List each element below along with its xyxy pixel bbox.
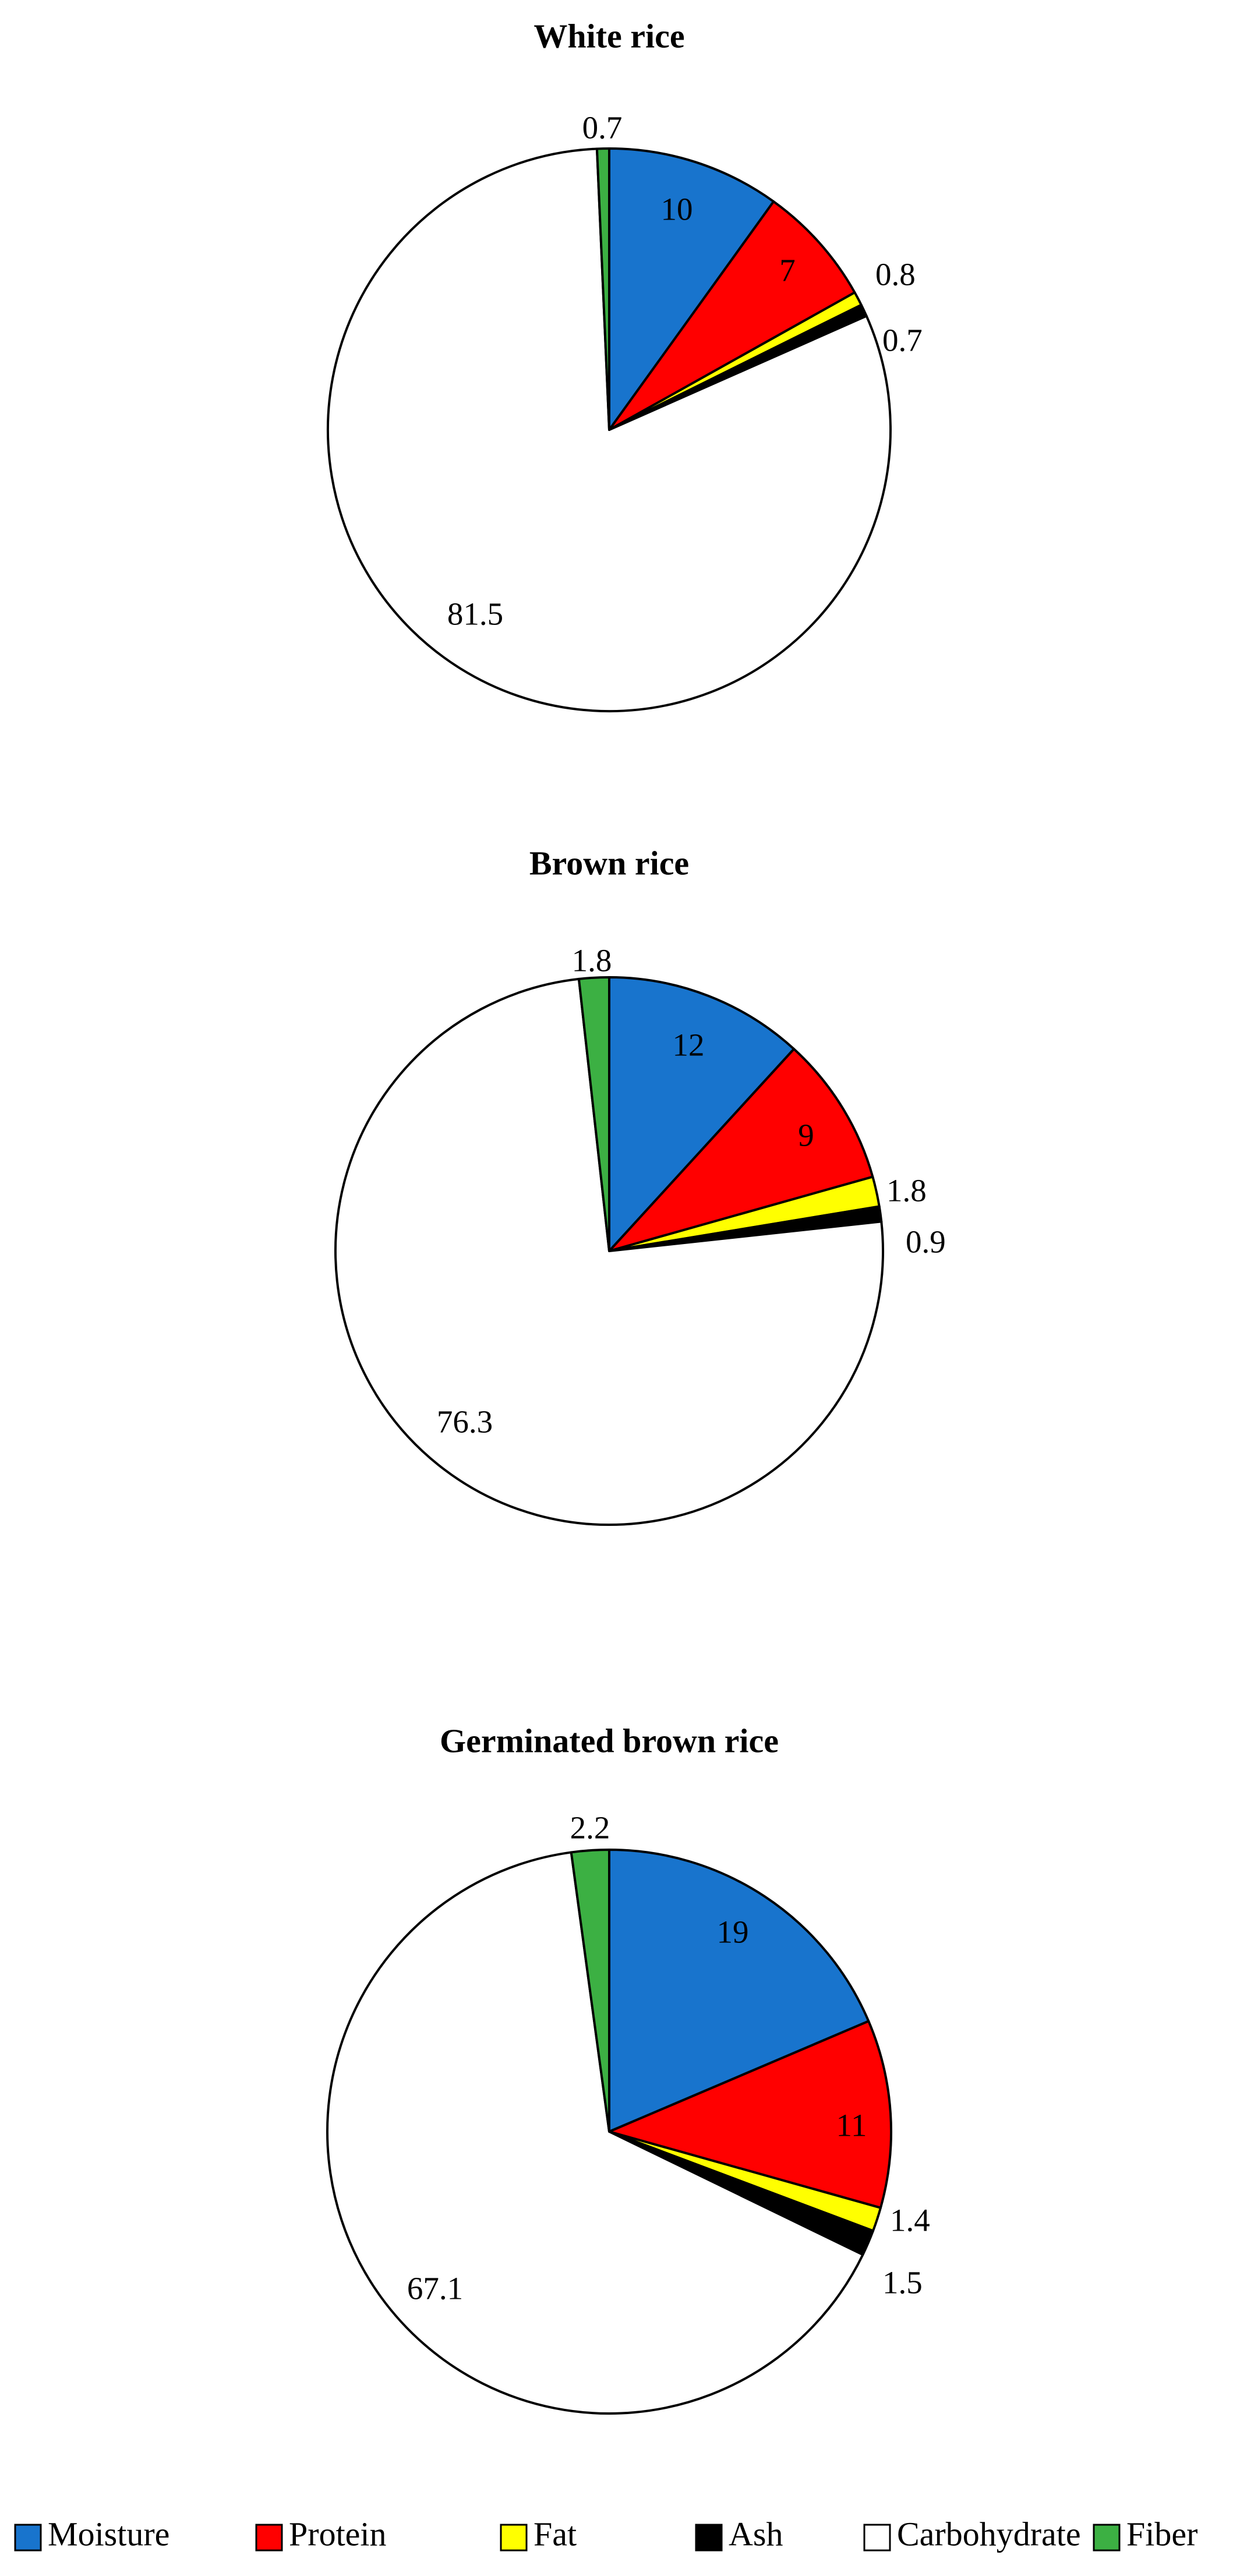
pie-slice-moisture xyxy=(608,976,796,1252)
pie-slice-protein xyxy=(608,200,856,431)
pie-white-rice: White rice 10 7 0.8 0.7 81.5 0.7 xyxy=(327,17,923,712)
slice-label-fiber: 1.8 xyxy=(572,943,612,978)
pie-slice-moisture xyxy=(608,147,775,431)
slice-label-moisture: 10 xyxy=(661,192,693,227)
slice-label-fat: 1.4 xyxy=(890,2203,930,2238)
pie-slice-carbohydrate xyxy=(326,1851,864,2415)
slice-label-protein: 7 xyxy=(779,253,796,288)
slice-label-ash: 0.9 xyxy=(906,1224,946,1260)
slice-label-moisture: 19 xyxy=(717,1914,749,1950)
pie-slice-fiber xyxy=(577,976,610,1252)
legend-item-fiber: Fiber xyxy=(1093,2515,1197,2553)
legend-item-fat: Fat xyxy=(500,2515,577,2553)
slice-label-fat: 1.8 xyxy=(886,1173,927,1209)
slice-label-carbohydrate: 76.3 xyxy=(437,1404,493,1440)
pie-slice-moisture xyxy=(608,1849,870,2133)
legend-swatch xyxy=(14,2524,42,2552)
pie-slice-fiber xyxy=(570,1849,610,2133)
legend-swatch xyxy=(1093,2524,1121,2552)
legend-label: Carbohydrate xyxy=(897,2515,1081,2553)
legend-label: Moisture xyxy=(48,2515,169,2553)
legend-item-protein: Protein xyxy=(255,2515,387,2553)
pie-brown-rice: Brown rice 12 9 1.8 0.9 76.3 1.8 xyxy=(334,844,946,1526)
legend-label: Fat xyxy=(534,2515,577,2553)
legend: Moisture Protein Fat Ash Carbohydrate Fiber xyxy=(14,2515,1197,2553)
slice-label-ash: 1.5 xyxy=(882,2265,923,2301)
legend-swatch xyxy=(500,2524,528,2552)
legend-swatch xyxy=(695,2524,723,2552)
legend-item-moisture: Moisture xyxy=(14,2515,169,2553)
legend-item-carbohydrate: Carbohydrate xyxy=(863,2515,1081,2553)
slice-label-fiber: 2.2 xyxy=(570,1810,610,1846)
pie-slice-protein xyxy=(608,1048,874,1252)
legend-swatch xyxy=(863,2524,891,2552)
slice-label-protein: 11 xyxy=(836,2108,867,2143)
slice-label-protein: 9 xyxy=(798,1118,814,1153)
slice-label-moisture: 12 xyxy=(673,1027,705,1063)
slice-label-fiber: 0.7 xyxy=(582,110,623,146)
slice-label-carbohydrate: 67.1 xyxy=(407,2271,463,2306)
slice-label-fat: 0.8 xyxy=(875,257,916,292)
legend-label: Ash xyxy=(729,2515,783,2553)
pie-slice-protein xyxy=(608,2020,892,2209)
pie-charts-group: White rice 10 7 0.8 0.7 81.5 0.7 Brown rice 12 9 1… xyxy=(326,17,946,2415)
pie-germinated-brown-rice: Germinated brown rice 19 11 1.4 1.5 67.1 2.2 xyxy=(326,1722,930,2415)
legend-swatch xyxy=(255,2524,283,2552)
pie-title: Germinated brown rice xyxy=(440,1722,779,1759)
legend-label: Protein xyxy=(289,2515,387,2553)
pie-slice-fiber xyxy=(595,147,610,431)
legend-item-ash: Ash xyxy=(695,2515,783,2553)
pie-title: White rice xyxy=(534,17,684,55)
slice-label-carbohydrate: 81.5 xyxy=(447,596,503,632)
pie-title: Brown rice xyxy=(529,844,689,882)
legend-label: Fiber xyxy=(1126,2515,1197,2553)
slice-label-ash: 0.7 xyxy=(882,323,923,358)
